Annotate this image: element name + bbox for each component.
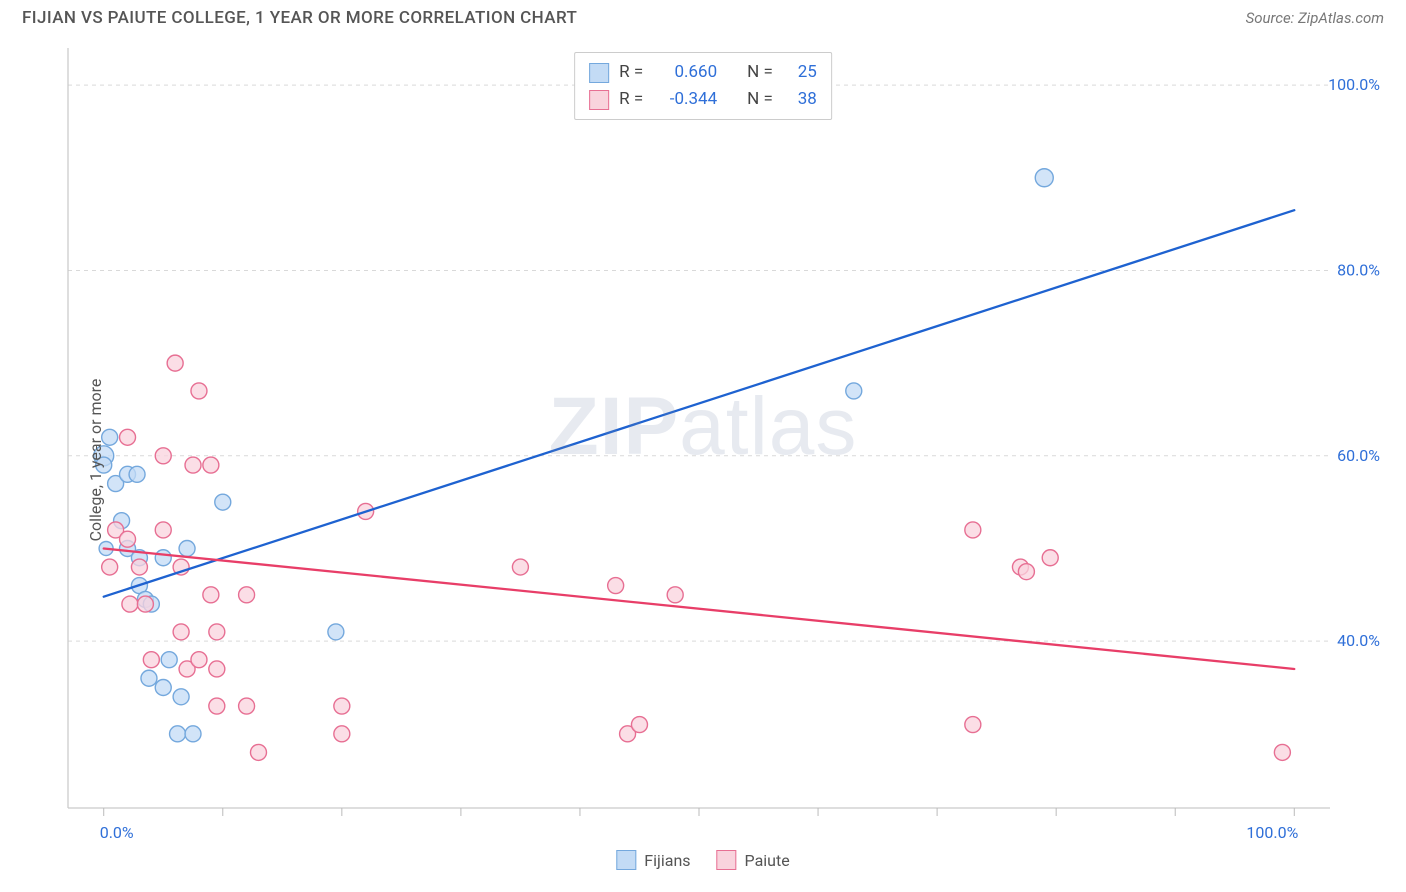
legend-label: Fijians — [644, 851, 690, 870]
source-prefix: Source: — [1246, 9, 1298, 27]
legend-swatch — [589, 90, 609, 110]
chart-source: Source: ZipAtlas.com — [1246, 9, 1384, 27]
stats-row: R = 0.660 N = 25 — [589, 59, 817, 86]
svg-text:100.0%: 100.0% — [1328, 75, 1380, 94]
svg-text:40.0%: 40.0% — [1337, 631, 1380, 650]
chart-title: FIJIAN VS PAIUTE COLLEGE, 1 YEAR OR MORE… — [22, 8, 577, 28]
legend-item: Paiute — [717, 850, 790, 870]
legend-label: Paiute — [745, 851, 790, 870]
r-label: R = — [619, 59, 643, 86]
n-label: N = — [747, 86, 773, 113]
chart-area: College, 1 year or more 0.0% 100.0% 40.0% 6… — [20, 48, 1386, 872]
r-value: -0.344 — [653, 86, 717, 113]
legend-swatch — [589, 63, 609, 83]
stats-row: R = -0.344 N = 38 — [589, 86, 817, 113]
svg-text:0.0%: 0.0% — [100, 823, 134, 842]
svg-text:100.0%: 100.0% — [1246, 823, 1298, 842]
svg-text:60.0%: 60.0% — [1337, 446, 1380, 465]
source-name: ZipAtlas.com — [1298, 9, 1384, 27]
legend-item: Fijians — [616, 850, 690, 870]
r-value: 0.660 — [653, 59, 717, 86]
legend-swatch — [717, 850, 737, 870]
n-value: 25 — [783, 59, 817, 86]
r-label: R = — [619, 86, 643, 113]
scatter-plot: 0.0% 100.0% 40.0% 60.0% 80.0% 100.0% — [20, 48, 1386, 864]
y-axis-label: College, 1 year or more — [86, 379, 105, 542]
series-legend: Fijians Paiute — [616, 850, 789, 870]
chart-header: FIJIAN VS PAIUTE COLLEGE, 1 YEAR OR MORE… — [0, 0, 1406, 32]
legend-swatch — [616, 850, 636, 870]
n-value: 38 — [783, 86, 817, 113]
n-label: N = — [747, 59, 773, 86]
svg-text:80.0%: 80.0% — [1337, 260, 1380, 279]
stats-legend: R = 0.660 N = 25 R = -0.344 N = 38 — [574, 52, 832, 120]
